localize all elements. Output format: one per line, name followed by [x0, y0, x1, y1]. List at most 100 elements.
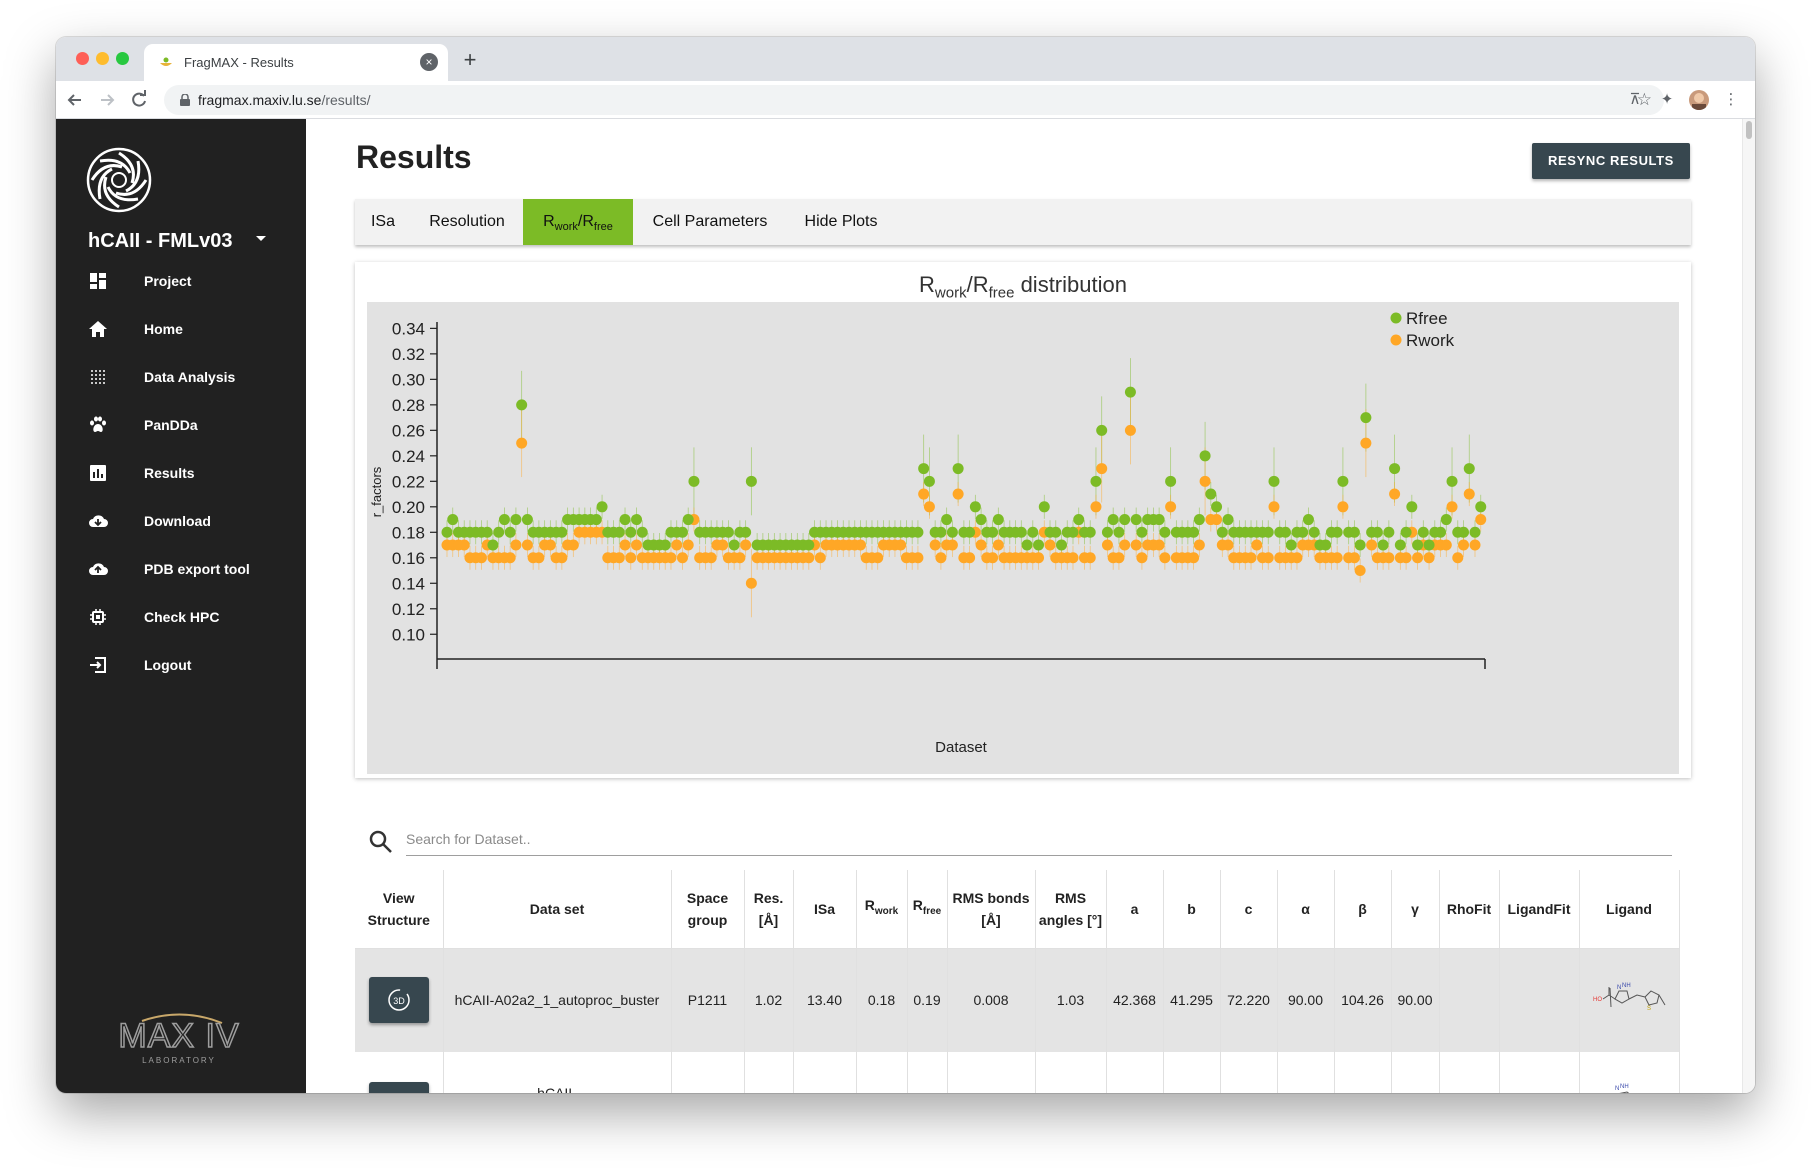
tab-isa[interactable]: ISa: [370, 213, 395, 230]
tab-rwork-sub: work: [554, 221, 578, 234]
puzzle-extensions-icon[interactable]: ✦: [1660, 91, 1674, 108]
col-header-c[interactable]: c: [1220, 870, 1278, 949]
rfree-cell: 0.19: [907, 948, 948, 1052]
rfree-point: [1050, 526, 1062, 538]
sidebar-item-logout[interactable]: Logout: [56, 645, 306, 685]
sidebar-item-label: Home: [144, 321, 183, 337]
rms-angles-cell: 1.03: [1035, 948, 1107, 1052]
rfree-point: [1262, 526, 1274, 538]
rwork-point: [544, 539, 556, 551]
col-header-a[interactable]: a: [1106, 870, 1164, 949]
minimize-window-button[interactable]: [96, 52, 109, 65]
chart-title: Rwork/Rfree distribution: [355, 272, 1691, 301]
logout-icon: [90, 657, 106, 673]
address-bar[interactable]: fragmax.maxiv.lu.se/results/ ☆: [164, 85, 1664, 115]
results-table: View Structure Data set Space group Res.…: [355, 870, 1680, 1093]
b-cell: [1163, 1052, 1221, 1093]
close-window-button[interactable]: [76, 52, 89, 65]
col-header-alpha[interactable]: α: [1277, 870, 1335, 949]
rwork-point: [872, 552, 884, 564]
view-3d-button[interactable]: 3D: [368, 1082, 429, 1093]
col-header-rfree[interactable]: Rfree: [907, 870, 948, 949]
scroll-thumb[interactable]: [1746, 121, 1752, 139]
col-header-rhofit[interactable]: RhoFit: [1439, 870, 1500, 949]
table-row[interactable]: 3D hCAII-A02a2_1_autoproc_buster P1211 1…: [355, 948, 1680, 1052]
rwork-point: [1153, 539, 1165, 551]
sidebar-item-project[interactable]: Project: [56, 261, 306, 301]
close-tab-icon[interactable]: ×: [420, 53, 438, 71]
col-header-view[interactable]: View Structure: [355, 870, 444, 949]
ligand-cell[interactable]: HO N NH S: [1579, 948, 1680, 1052]
bar-chart-icon: [90, 465, 106, 481]
legend-marker-rwork: [1390, 334, 1402, 346]
caret-down-icon[interactable]: [256, 236, 266, 241]
rfree-point: [1096, 424, 1108, 436]
col-header-res[interactable]: Res. [Å]: [744, 870, 794, 949]
sidebar-item-pandda[interactable]: PanDDa: [56, 405, 306, 445]
space-group-cell: P1211: [671, 948, 745, 1052]
reload-icon[interactable]: [126, 87, 152, 113]
ligand-cell[interactable]: N NH: [1579, 1052, 1680, 1093]
svg-text:HO: HO: [1593, 997, 1602, 1003]
rfree-point: [1331, 526, 1343, 538]
forward-arrow-icon[interactable]: [94, 87, 120, 113]
table-row[interactable]: 3D hCAII-: [355, 1052, 1680, 1093]
rfactor-scatter-chart[interactable]: 0.34 0.32 0.30 0.28 0.26 0.24 0.22 0.20 0.18 0.16…: [367, 302, 1679, 774]
col-header-dataset[interactable]: Data set: [443, 870, 672, 949]
page-scrollbar[interactable]: [1742, 119, 1755, 1093]
col-header-b[interactable]: b: [1163, 870, 1221, 949]
rfree-point: [1067, 526, 1079, 538]
col-header-gamma[interactable]: γ: [1391, 870, 1440, 949]
view-3d-button[interactable]: 3D: [368, 977, 429, 1024]
sidebar-item-results[interactable]: Results: [56, 453, 306, 493]
col-header-rms-angles[interactable]: RMS angles [°]: [1035, 870, 1107, 949]
isa-cell: [793, 1052, 857, 1093]
sidebar-item-check-hpc[interactable]: Check HPC: [56, 597, 306, 637]
sidebar-item-home[interactable]: Home: [56, 309, 306, 349]
col-header-rwork[interactable]: Rwork: [856, 870, 908, 949]
sidebar-item-download[interactable]: Download: [56, 501, 306, 541]
col-header-beta[interactable]: β: [1334, 870, 1392, 949]
tab-resolution[interactable]: Resolution: [429, 213, 505, 230]
rwork-point: [803, 552, 815, 564]
resync-results-button[interactable]: RESYNC RESULTS: [1532, 143, 1690, 179]
col-header-space-group[interactable]: Space group: [671, 870, 745, 949]
bookmark-star-icon[interactable]: ☆: [1636, 90, 1652, 109]
new-tab-button[interactable]: +: [463, 47, 477, 72]
col-header-isa[interactable]: ISa: [793, 870, 857, 949]
plot-tabs: ISa Resolution Rwork/Rfree Cell Paramete…: [355, 199, 1691, 245]
rwork-point: [504, 552, 516, 564]
back-arrow-icon[interactable]: [62, 87, 88, 113]
rfree-point: [1337, 475, 1349, 487]
rfree-point: [659, 539, 671, 551]
col-header-ligand[interactable]: Ligand: [1579, 870, 1680, 949]
rfree-point: [1136, 526, 1148, 538]
dataset-search-input[interactable]: [406, 822, 1672, 856]
sidebar-item-data-analysis[interactable]: Data Analysis: [56, 357, 306, 397]
project-selector[interactable]: hCAII - FMLv03: [88, 230, 233, 252]
x-axis-label: Dataset: [935, 739, 988, 756]
svg-text:N: N: [1615, 1086, 1619, 1092]
rfree-point: [1199, 450, 1211, 462]
maximize-window-button[interactable]: [116, 52, 129, 65]
rwork-point: [567, 539, 579, 551]
tab-hide-plots[interactable]: Hide Plots: [804, 213, 878, 230]
sidebar-item-pdb-export[interactable]: PDB export tool: [56, 549, 306, 589]
rwork-point: [1211, 514, 1223, 526]
rwork-point: [1044, 539, 1056, 551]
rwork-point: [613, 552, 625, 564]
menu-kebab-icon[interactable]: ⋮: [1723, 91, 1739, 108]
rfree-point: [1394, 539, 1406, 551]
col-header-rms-bonds[interactable]: RMS bonds [Å]: [947, 870, 1036, 949]
profile-avatar[interactable]: [1689, 90, 1709, 110]
extension-icon[interactable]: ⊼: [1629, 91, 1641, 108]
tab-rwork-rfree[interactable]: Rwork/Rfree: [523, 199, 633, 245]
browser-tab[interactable]: FragMAX - Results ×: [144, 44, 448, 81]
rwork-point: [923, 501, 935, 513]
tab-cell-parameters[interactable]: Cell Parameters: [652, 213, 768, 230]
rwork-point: [952, 488, 964, 500]
rfree-point: [975, 514, 987, 526]
y-tick-label: 0.14: [392, 574, 425, 593]
col-header-ligandfit[interactable]: LigandFit: [1499, 870, 1580, 949]
rwork-point: [1360, 437, 1372, 449]
